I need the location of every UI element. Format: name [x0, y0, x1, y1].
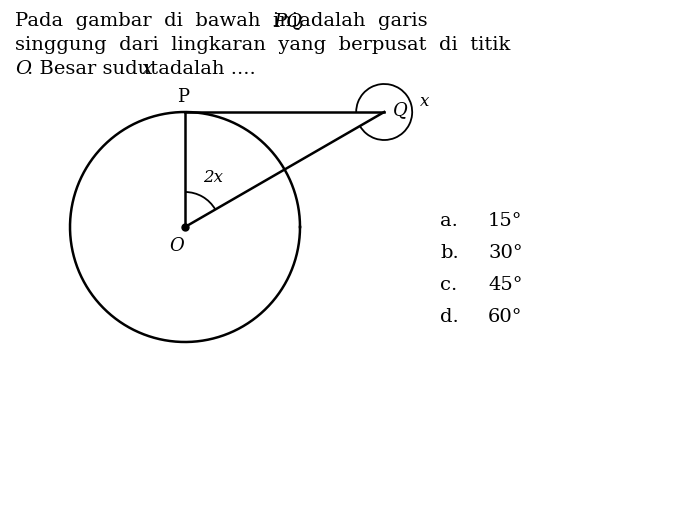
- Text: c.: c.: [440, 276, 457, 294]
- Text: adalah  garis: adalah garis: [293, 12, 427, 30]
- Text: O: O: [170, 237, 184, 255]
- Text: 45°: 45°: [488, 276, 522, 294]
- Text: 60°: 60°: [488, 308, 522, 326]
- Text: PQ: PQ: [273, 12, 302, 30]
- Text: Q: Q: [393, 101, 408, 119]
- Text: 2x: 2x: [203, 169, 223, 186]
- Text: x: x: [420, 92, 429, 110]
- Text: b.: b.: [440, 244, 459, 262]
- Text: O: O: [15, 60, 31, 78]
- Text: P: P: [177, 88, 189, 106]
- Text: 15°: 15°: [488, 212, 522, 230]
- Text: . Besar sudut: . Besar sudut: [27, 60, 164, 78]
- Text: singgung  dari  lingkaran  yang  berpusat  di  titik: singgung dari lingkaran yang berpusat di…: [15, 36, 510, 54]
- Text: a.: a.: [440, 212, 458, 230]
- Text: d.: d.: [440, 308, 459, 326]
- Text: Pada  gambar  di  bawah  ini,: Pada gambar di bawah ini,: [15, 12, 310, 30]
- Text: adalah ....: adalah ....: [152, 60, 256, 78]
- Text: 30°: 30°: [488, 244, 523, 262]
- Text: x: x: [142, 60, 153, 78]
